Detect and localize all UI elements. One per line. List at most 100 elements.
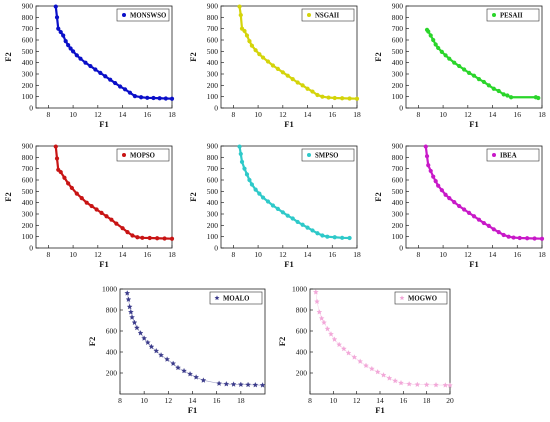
legend-box (209, 291, 263, 305)
data-point (153, 347, 160, 354)
data-point (238, 151, 243, 157)
legend-box (116, 8, 170, 22)
y-axis-label: F2 (3, 52, 13, 61)
legend-marker (214, 295, 220, 301)
y-axis-label: F2 (3, 192, 13, 201)
data-point (230, 381, 237, 387)
data-point (310, 228, 315, 233)
x-axis-label: F1 (188, 405, 197, 415)
data-point (331, 336, 338, 342)
y-tick-label: 900 (207, 142, 219, 151)
data-point (129, 314, 135, 320)
y-tick-label: 100 (207, 92, 219, 101)
data-point (501, 232, 506, 238)
x-tick-label: 18 (423, 396, 431, 405)
data-point (340, 96, 345, 101)
data-point (53, 144, 58, 149)
data-point (439, 188, 444, 193)
y-tick-label: 600 (207, 176, 219, 185)
data-point (158, 352, 164, 358)
y-tick-label: 600 (22, 36, 34, 45)
data-point (466, 210, 472, 215)
legend-box (301, 8, 355, 22)
plot-area (405, 5, 543, 109)
data-point (56, 26, 61, 31)
legend-label: MONSWSO (130, 13, 166, 20)
data-point (462, 67, 467, 72)
data-point (471, 214, 477, 219)
data-point (84, 200, 89, 205)
y-tick-label: 200 (22, 221, 34, 230)
data-point (83, 60, 88, 65)
y-tick-label: 400 (106, 348, 118, 357)
y-tick-label: 200 (207, 221, 219, 230)
y-axis-label: F2 (277, 337, 287, 346)
data-point (491, 227, 496, 232)
data-point (253, 48, 258, 53)
data-point (501, 92, 506, 97)
data-point (260, 195, 266, 200)
data-point (62, 175, 67, 180)
data-point (260, 55, 266, 60)
legend-marker (492, 153, 496, 157)
x-axis-label: F1 (284, 259, 293, 269)
x-tick-label: 14 (489, 110, 497, 119)
data-point (431, 174, 436, 179)
data-point (249, 43, 255, 48)
x-tick-label: 8 (46, 250, 50, 259)
y-tick-label: 300 (392, 70, 404, 79)
legend-label: NSGAII (315, 13, 340, 20)
x-tick-label: 10 (330, 396, 338, 405)
data-point (457, 63, 462, 69)
data-point (145, 95, 150, 100)
series-line (54, 6, 173, 100)
data-point (164, 356, 170, 362)
x-tick-label: 10 (69, 110, 77, 119)
data-point (125, 296, 132, 302)
y-tick-label: 0 (214, 244, 218, 253)
data-point (436, 183, 441, 188)
data-point (443, 192, 448, 197)
data-point (63, 39, 68, 44)
data-point (257, 52, 262, 57)
x-tick-label: 16 (144, 110, 152, 119)
data-point (257, 191, 262, 196)
data-point (270, 63, 276, 68)
y-tick-label: 200 (22, 81, 34, 90)
data-point (320, 94, 325, 99)
y-tick-label: 900 (207, 2, 219, 11)
x-tick-label: 20 (446, 396, 454, 405)
x-tick-label: 10 (254, 110, 262, 119)
y-tick-label: 700 (207, 24, 219, 33)
chart-panel-smpso: 8 10 12 14 16 18 0 100 200 300 400 500 600 700 800 900 F… (185, 140, 365, 278)
data-point (54, 156, 60, 161)
data-point (245, 381, 251, 388)
y-tick-label: 800 (207, 153, 219, 162)
data-point (300, 222, 305, 227)
data-point (357, 358, 364, 364)
x-axis-label: F1 (284, 119, 293, 129)
x-tick-label: 12 (353, 396, 361, 405)
data-point (392, 377, 399, 384)
y-tick-label: 100 (22, 232, 34, 241)
x-tick-label: 12 (165, 396, 173, 405)
x-tick-label: 10 (140, 396, 148, 405)
data-point (151, 95, 156, 101)
legend-box (486, 148, 540, 162)
data-point (79, 196, 84, 201)
y-tick-label: 600 (207, 36, 219, 45)
legend-box (486, 8, 540, 22)
data-point (481, 220, 486, 226)
data-point (74, 191, 79, 196)
y-tick-label: 400 (22, 58, 34, 67)
data-point (109, 217, 114, 222)
x-tick-label: 16 (329, 250, 337, 259)
y-axis-label: F2 (373, 192, 383, 201)
plot-area (119, 288, 266, 395)
y-tick-label: 600 (106, 327, 118, 336)
data-point (406, 381, 413, 387)
data-point (326, 95, 331, 100)
data-point (506, 234, 511, 239)
data-point (505, 93, 510, 98)
